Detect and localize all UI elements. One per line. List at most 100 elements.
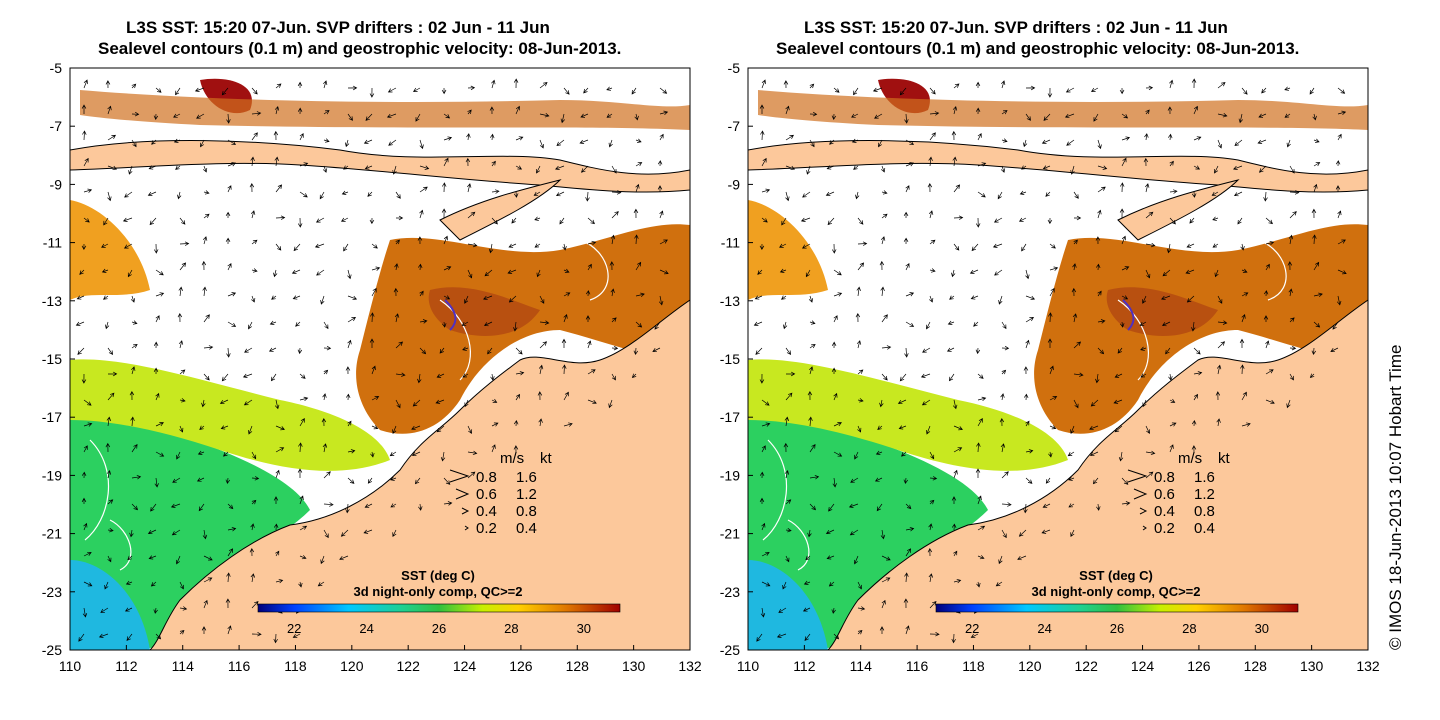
- velocity-vector: [127, 269, 133, 278]
- land-timor: [439, 179, 562, 241]
- velocity-vector: [155, 315, 160, 323]
- velocity-vector: [881, 190, 888, 195]
- velocity-vector: [390, 476, 397, 481]
- velocity-vector: [587, 340, 592, 349]
- velocity-vector: [1119, 87, 1125, 95]
- velocity-vector: [225, 237, 231, 245]
- velocity-vector: [343, 243, 349, 252]
- sst-patch-south-west: [70, 417, 310, 650]
- velocity-vector: [1191, 419, 1197, 427]
- velocity-vector: [1048, 312, 1053, 323]
- velocity-vector: [364, 165, 373, 170]
- legend-arrow: [1142, 525, 1147, 531]
- velocity-vector: [178, 286, 183, 297]
- velocity-vector: [298, 581, 303, 588]
- velocity-vector: [538, 418, 543, 427]
- velocity-vector: [203, 213, 210, 219]
- velocity-vector: [225, 477, 230, 485]
- land-australia: [149, 299, 690, 650]
- velocity-vector: [1025, 339, 1030, 349]
- velocity-vector: [785, 347, 792, 356]
- velocity-vector: [491, 79, 496, 89]
- velocity-vector: [153, 367, 159, 375]
- velocity-vector: [396, 215, 404, 221]
- velocity-vector: [1189, 217, 1195, 224]
- velocity-vector: [129, 390, 135, 401]
- velocity-vector: [556, 139, 565, 147]
- velocity-vector: [1239, 338, 1245, 348]
- velocity-vector: [367, 477, 373, 484]
- legend-ms-value: 0.6: [476, 486, 497, 503]
- drifter-track: [444, 299, 457, 331]
- y-tick-label: -23: [42, 584, 62, 600]
- velocity-vector: [392, 425, 397, 434]
- velocity-vector: [560, 113, 565, 124]
- velocity-vector: [1337, 110, 1347, 115]
- velocity-vector: [881, 314, 888, 323]
- velocity-vector: [1217, 82, 1226, 89]
- velocity-vector: [1140, 373, 1147, 378]
- velocity-vector: [947, 320, 955, 325]
- velocity-vector: [123, 243, 133, 249]
- velocity-vector: [781, 217, 787, 226]
- velocity-vector: [1169, 189, 1178, 194]
- velocity-vector: [106, 416, 112, 427]
- velocity-vector: [905, 292, 915, 297]
- velocity-vector: [467, 269, 473, 279]
- x-tick-label: 112: [115, 658, 138, 674]
- velocity-vector: [1021, 165, 1027, 170]
- velocity-vector: [274, 156, 279, 167]
- velocity-vector: [298, 442, 303, 453]
- velocity-vector: [153, 113, 159, 121]
- colorbar-title: SST (deg C): [401, 568, 475, 583]
- sst-colorbar: SST (deg C) 3d night-only comp, QC>=2 22…: [257, 568, 621, 636]
- velocity-vector: [386, 113, 397, 119]
- velocity-vector: [1121, 136, 1131, 141]
- velocity-vector: [347, 477, 355, 484]
- velocity-vector: [347, 113, 353, 121]
- velocity-vector: [761, 551, 770, 557]
- velocity-vector: [467, 85, 476, 91]
- velocity-vector: [273, 496, 279, 504]
- velocity-vector: [1241, 292, 1249, 297]
- velocity-vector: [419, 165, 430, 170]
- velocity-vector: [395, 341, 404, 349]
- velocity-vector: [951, 523, 957, 531]
- colorbar-gradient: [935, 603, 1299, 613]
- sst-patch-east-orange: [1034, 224, 1368, 434]
- velocity-vector: [953, 469, 958, 479]
- velocity-vector: [1265, 240, 1275, 246]
- velocity-vector: [809, 83, 815, 89]
- velocity-vector: [299, 373, 306, 379]
- velocity-vector: [779, 243, 787, 248]
- velocity-vector: [371, 243, 378, 249]
- velocity-vector: [928, 573, 934, 583]
- velocity-vector: [856, 286, 861, 297]
- colorbar-title: SST (deg C): [1079, 568, 1153, 583]
- velocity-vector: [1288, 288, 1293, 297]
- velocity-vector: [1289, 165, 1295, 174]
- velocity-vector: [633, 347, 638, 356]
- velocity-vector: [248, 425, 253, 435]
- velocity-vector: [881, 345, 892, 350]
- velocity-vector: [1000, 165, 1006, 173]
- velocity-vector: [953, 243, 960, 251]
- velocity-vector: [395, 239, 400, 245]
- velocity-vector: [971, 243, 979, 252]
- velocity-vector: [320, 555, 325, 565]
- velocity-vector: [534, 243, 541, 248]
- velocity-vector: [975, 468, 981, 478]
- velocity-vector: [1097, 347, 1105, 355]
- velocity-vector: [1045, 477, 1051, 484]
- velocity-vector: [82, 130, 87, 141]
- velocity-vector: [1119, 208, 1125, 219]
- velocity-vector: [879, 399, 884, 408]
- velocity-vector: [153, 341, 159, 349]
- velocity-legend: m/s kt 0.8 1.6 0.6 1.2 0.4 0.8 0.2 0.4: [449, 450, 553, 537]
- sealevel-contour: [787, 519, 810, 571]
- velocity-vector: [785, 105, 790, 115]
- velocity-vector: [130, 295, 136, 303]
- velocity-vector: [251, 268, 258, 273]
- legend-ms-value: 0.8: [476, 469, 497, 486]
- velocity-vector: [926, 425, 931, 435]
